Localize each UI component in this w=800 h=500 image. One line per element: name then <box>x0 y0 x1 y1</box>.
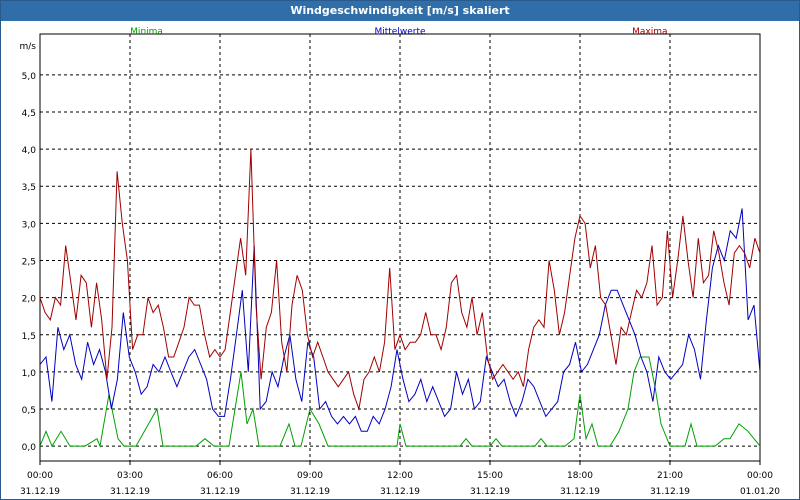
x-tick-date: 01.01.20 <box>740 487 780 497</box>
x-tick-time: 03:00 <box>117 471 143 481</box>
y-tick-label: 0,0 <box>22 443 37 453</box>
y-axis-label: m/s <box>20 42 37 52</box>
x-tick-date: 31.12.19 <box>380 487 420 497</box>
x-tick-time: 18:00 <box>567 471 593 481</box>
x-tick-date: 31.12.19 <box>290 487 330 497</box>
y-tick-label: 1,0 <box>22 369 37 379</box>
legend-minima: Minima <box>130 27 163 37</box>
y-tick-label: 1,5 <box>22 332 36 342</box>
x-tick-date: 31.12.19 <box>110 487 150 497</box>
x-tick-time: 15:00 <box>477 471 503 481</box>
x-tick-date: 31.12.19 <box>560 487 600 497</box>
y-tick-label: 2,5 <box>22 257 36 267</box>
x-tick-time: 00:00 <box>747 471 773 481</box>
x-tick-date: 31.12.19 <box>200 487 240 497</box>
series-line-mittelwerte <box>40 208 760 432</box>
x-tick-date: 31.12.19 <box>20 487 60 497</box>
x-tick-time: 00:00 <box>27 471 53 481</box>
x-tick-time: 12:00 <box>387 471 413 481</box>
legend-mittelwerte: Mittelwerte <box>374 27 425 37</box>
x-tick-date: 31.12.19 <box>470 487 510 497</box>
y-tick-label: 3,5 <box>22 183 36 193</box>
x-tick-time: 09:00 <box>297 471 323 481</box>
y-tick-label: 4,0 <box>22 146 37 156</box>
y-tick-label: 4,5 <box>22 109 36 119</box>
y-tick-label: 2,0 <box>22 295 37 305</box>
y-tick-label: 0,5 <box>22 406 36 416</box>
legend-maxima: Maxima <box>632 27 667 37</box>
series-line-minima <box>40 356 760 448</box>
x-tick-date: 31.12.19 <box>650 487 690 497</box>
y-tick-label: 3,0 <box>22 220 37 230</box>
x-tick-time: 06:00 <box>207 471 233 481</box>
chart-title: Windgeschwindigkeit [m/s] skaliert <box>1 1 799 21</box>
x-tick-time: 21:00 <box>657 471 683 481</box>
y-tick-label: 5,0 <box>22 72 37 82</box>
series-line-maxima <box>40 149 760 411</box>
